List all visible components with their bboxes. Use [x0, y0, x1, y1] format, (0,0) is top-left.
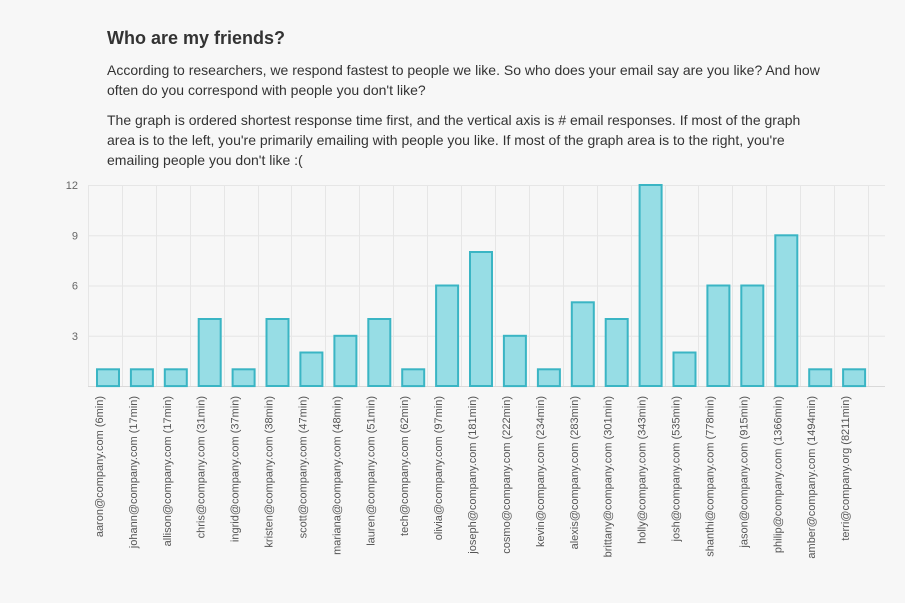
bar [231, 368, 256, 388]
x-tick-label: brittany@company.com (301min) [603, 396, 615, 557]
bar [706, 284, 731, 387]
x-tick-label: philip@company.com (1366min) [772, 396, 784, 553]
bar [536, 368, 561, 388]
x-tick-label: mariana@company.com (48min) [331, 396, 343, 555]
x-tick-label: olivia@company.com (97min) [433, 396, 445, 540]
bar [197, 318, 222, 387]
y-tick-label: 6 [72, 281, 78, 293]
y-tick-label: 12 [66, 180, 78, 192]
bar [96, 368, 120, 388]
bar [333, 334, 358, 388]
bar [740, 284, 765, 387]
bar [570, 301, 595, 388]
intro-paragraph: According to researchers, we respond fas… [107, 62, 820, 98]
x-tick-label: kevin@company.com (234min) [535, 396, 547, 547]
x-tick-label: lauren@company.com (51min) [365, 396, 377, 546]
bar [808, 368, 833, 388]
x-tick-label: holly@company.com (343min) [637, 396, 649, 544]
x-tick-label: alexis@company.com (283min) [569, 396, 581, 549]
intro-section: Who are my friends? According to researc… [107, 0, 827, 170]
bar [163, 368, 188, 388]
graph-explanation-paragraph: The graph is ordered shortest response t… [107, 112, 801, 168]
x-tick-label: cosmo@company.com (222min) [501, 396, 513, 554]
x-tick-label: scott@company.com (47min) [297, 396, 309, 538]
bar [401, 368, 426, 388]
bar [129, 368, 154, 388]
bar [638, 184, 663, 387]
x-tick-label: tech@company.com (62min) [399, 396, 411, 536]
x-tick-label: johann@company.com (17min) [128, 396, 140, 549]
y-tick-label: 9 [72, 230, 78, 242]
x-tick-label: shanthi@company.com (778min) [704, 396, 716, 557]
bar [672, 351, 697, 387]
bar [502, 334, 527, 388]
x-tick-label: kristen@company.com (38min) [264, 396, 276, 548]
x-tick-label: josh@company.com (535min) [671, 396, 683, 542]
bar [842, 368, 867, 388]
x-tick-label: jason@company.com (915min) [738, 396, 750, 549]
bar [774, 234, 799, 388]
bar [367, 318, 392, 387]
bar [435, 284, 460, 387]
x-tick-label: terri@company.org (8211min) [840, 396, 852, 541]
x-tick-label: ingrid@company.com (37min) [230, 396, 242, 542]
bar [299, 351, 324, 387]
x-tick-label: allison@company.com (17min) [162, 396, 174, 546]
x-tick-label: joseph@company.com (181min) [467, 396, 479, 555]
x-tick-label: chris@company.com (31min) [196, 396, 208, 538]
bar [265, 318, 290, 387]
x-tick-label: amber@company.com (1494min) [806, 396, 818, 559]
bar [469, 251, 493, 387]
y-tick-label: 3 [72, 331, 78, 343]
bar [604, 318, 629, 387]
page-title: Who are my friends? [107, 28, 286, 48]
x-tick-label: aaron@company.com (6min) [94, 396, 106, 537]
